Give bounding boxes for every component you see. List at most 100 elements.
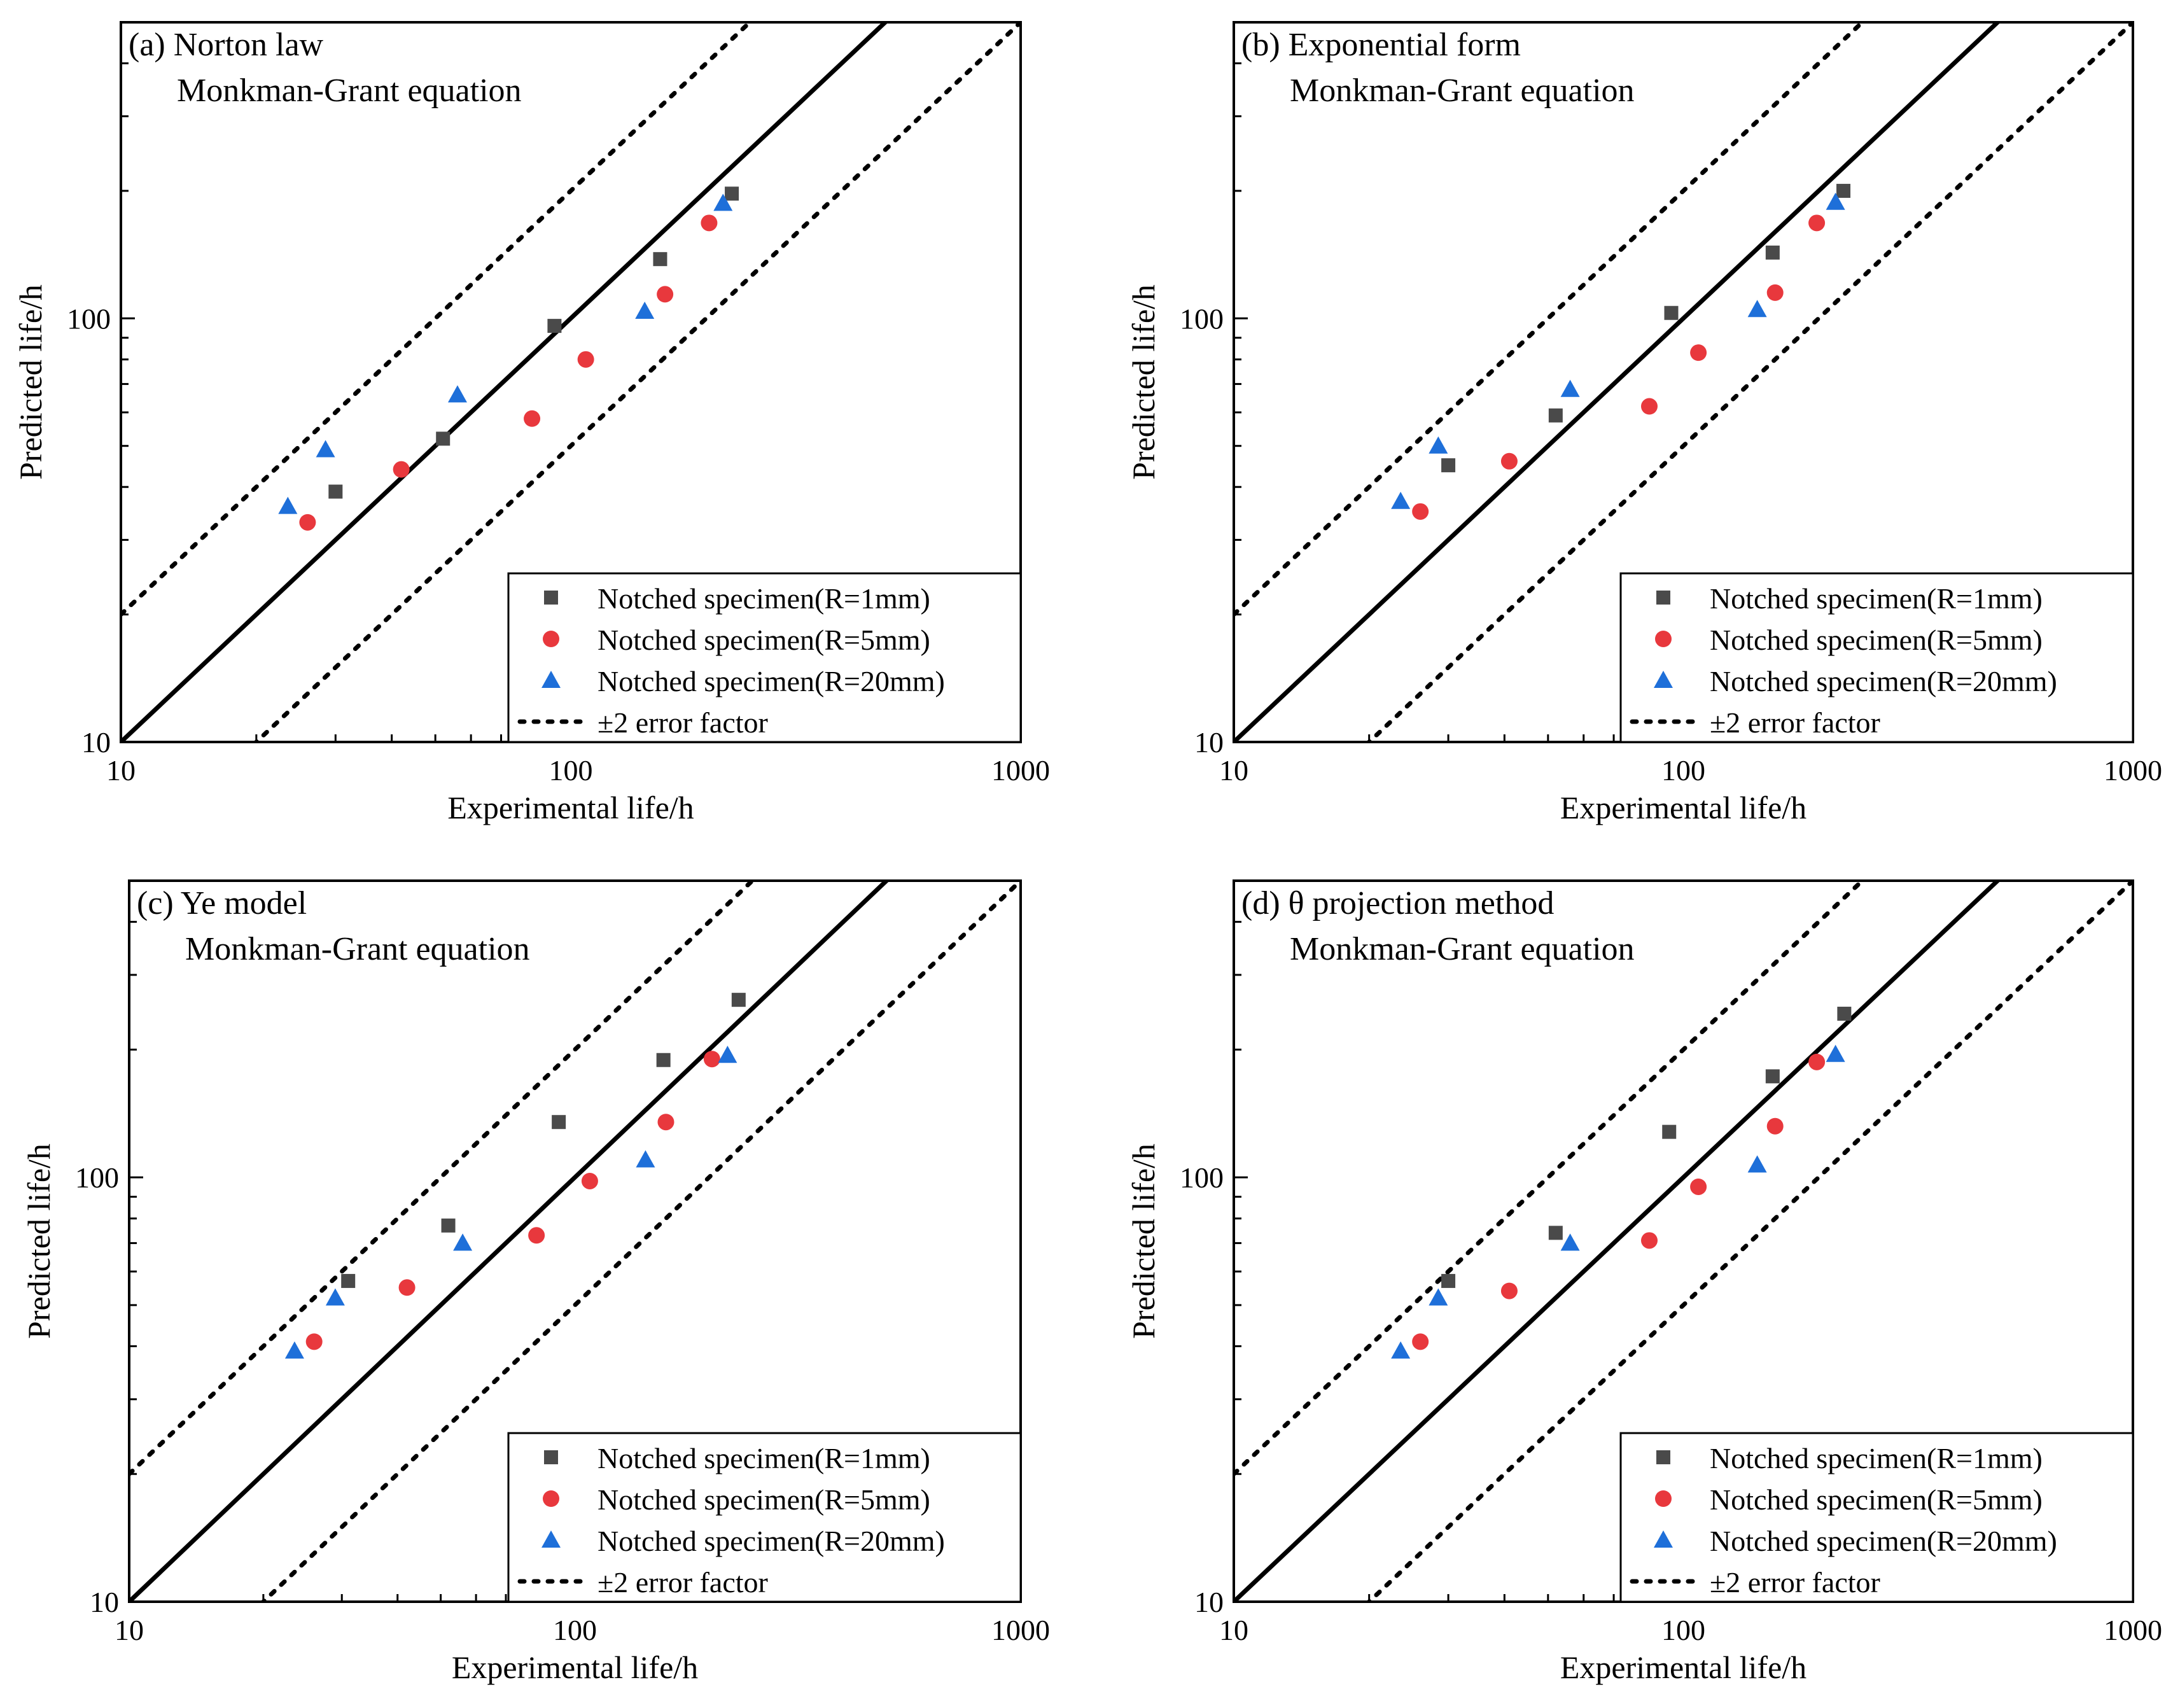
legend-marker [1654,1530,1673,1548]
data-point [528,1227,545,1244]
data-point [284,1341,304,1359]
data-point [1429,1288,1448,1306]
legend-label: Notched specimen(R=5mm) [597,624,930,656]
panel-subtitle: Monkman-Grant equation [177,73,522,109]
data-point [1412,1333,1429,1350]
data-point [1837,1006,1852,1021]
legend-marker [1655,1490,1672,1507]
x-tick-label: 100 [549,754,593,787]
data-point [341,1273,356,1288]
reference-lines [1234,881,2133,1602]
y-tick-label: 10 [1194,1586,1224,1618]
legend-label: ±2 error factor [1710,1566,1880,1599]
data-point [636,1150,655,1168]
series-triangle [284,1046,737,1359]
series-square [341,993,746,1288]
data-point [718,1046,737,1063]
y-tick-label: 100 [67,302,111,335]
x-axis-label: Experimental life/h [452,1649,698,1685]
series-circle [299,214,718,531]
panel-title: (b) Exponential form [1241,27,1521,63]
x-tick-label: 100 [1661,754,1705,787]
data-point [1560,1233,1580,1251]
legend-label: ±2 error factor [1710,706,1880,739]
y-tick-label: 10 [1194,726,1224,759]
upper-error-factor-line [129,881,756,1476]
data-point [1548,408,1563,423]
series-triangle [1391,192,1845,509]
x-tick-label: 100 [1661,1614,1705,1646]
legend-marker [542,1530,561,1548]
legend-label: Notched specimen(R=5mm) [1710,1483,2043,1516]
legend-marker [542,671,561,688]
data-point [1391,1341,1411,1359]
series-triangle [1391,1044,1845,1359]
data-point [1500,452,1518,470]
x-tick-label: 10 [1219,1614,1248,1646]
data-point [731,993,746,1007]
one-to-one-line [1234,881,2001,1602]
lower-error-factor-line [1366,22,2133,742]
legend-marker [544,1450,558,1464]
legend-marker [1656,1450,1670,1464]
legend-label: Notched specimen(R=20mm) [1710,1525,2057,1557]
data-point [552,1115,566,1130]
legend-label: Notched specimen(R=1mm) [597,582,930,615]
data-point [1808,1053,1826,1070]
series-triangle [278,193,733,514]
legend: Notched specimen(R=1mm) Notched specimen(… [1619,572,2134,743]
data-point [713,193,733,211]
data-point [547,319,562,333]
panel-title: (c) Ye model [137,885,307,921]
lower-error-factor-line [1366,881,2133,1602]
legend: Notched specimen(R=1mm) Notched specimen(… [1619,1432,2134,1603]
series-square [1441,1006,1852,1288]
y-tick-label: 10 [90,1586,119,1618]
data-point [1662,1124,1677,1139]
data-point [1412,503,1429,520]
data-point [316,440,335,458]
data-point [581,1172,598,1189]
data-point [1690,344,1707,361]
x-tick-label: 1000 [991,1614,1050,1646]
data-point [1690,1178,1707,1195]
data-point [657,286,674,303]
y-axis-label: Predicted life/h [21,1144,57,1339]
data-point [278,496,298,514]
data-point [703,1051,720,1068]
y-tick-label: 100 [1180,1161,1224,1194]
upper-error-factor-line [121,22,753,617]
x-axis-label: Experimental life/h [1560,1649,1806,1685]
data-point [1391,491,1411,509]
y-tick-label: 100 [1180,302,1224,335]
data-point [1747,1155,1767,1173]
one-to-one-line [121,22,889,742]
y-tick-label: 10 [81,726,111,759]
data-point [1441,458,1456,473]
legend-marker [1656,591,1670,605]
data-point [299,514,316,531]
data-point [1560,379,1580,397]
x-tick-label: 1000 [991,754,1050,787]
data-point [1765,1069,1780,1084]
data-point [1441,1273,1456,1288]
legend-label: Notched specimen(R=5mm) [1710,624,2043,656]
reference-lines [121,22,1021,742]
panel-subtitle: Monkman-Grant equation [1290,73,1635,109]
data-point [524,410,541,427]
data-point [657,1114,674,1131]
data-point [635,301,655,319]
y-tick-label: 100 [75,1161,119,1194]
data-point [1548,1226,1563,1240]
legend-label: Notched specimen(R=5mm) [597,1483,930,1516]
x-tick-label: 10 [106,754,136,787]
legend-label: Notched specimen(R=1mm) [1710,582,2043,615]
data-point [1766,1117,1784,1135]
legend: Notched specimen(R=1mm) Notched specimen(… [507,1432,1022,1603]
one-to-one-line [129,881,890,1602]
series-square [328,186,739,499]
lower-error-factor-line [253,22,1021,742]
reference-lines [1234,22,2133,742]
